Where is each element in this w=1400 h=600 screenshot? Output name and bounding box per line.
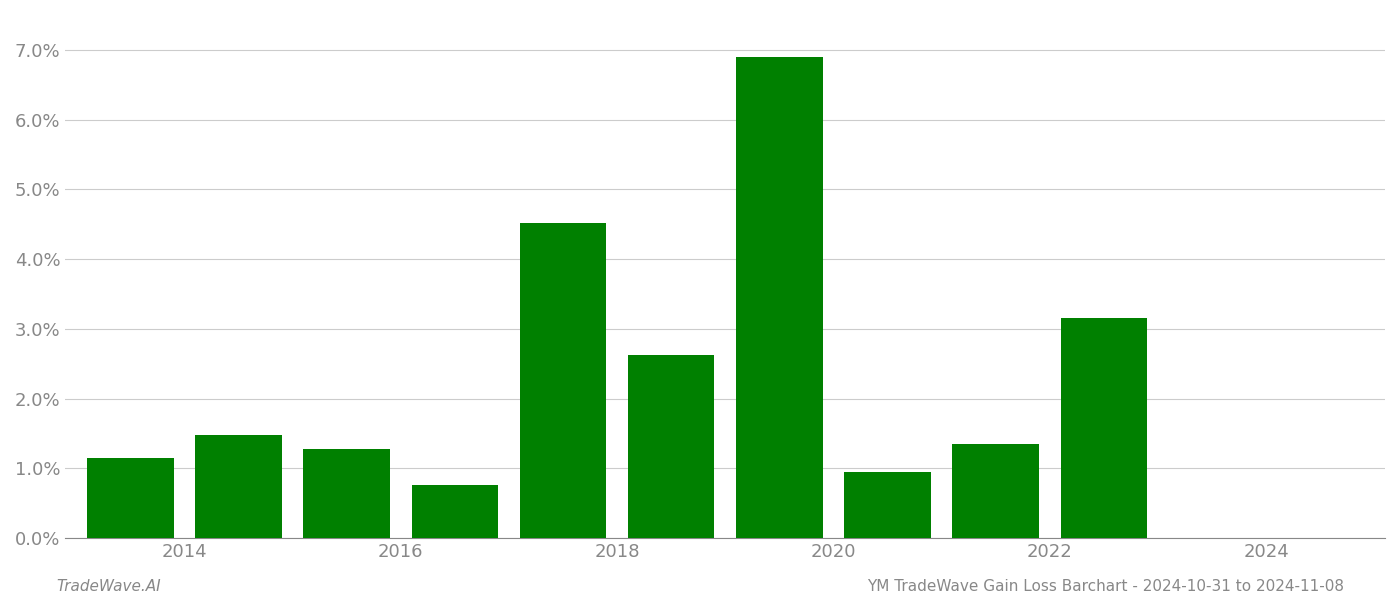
Bar [629, 355, 714, 538]
Bar [519, 223, 606, 538]
Text: TradeWave.AI: TradeWave.AI [56, 579, 161, 594]
Bar [195, 435, 281, 538]
Bar [1061, 318, 1147, 538]
Text: YM TradeWave Gain Loss Barchart - 2024-10-31 to 2024-11-08: YM TradeWave Gain Loss Barchart - 2024-1… [867, 579, 1344, 594]
Bar [87, 458, 174, 538]
Bar [412, 485, 498, 538]
Bar [736, 56, 823, 538]
Bar [844, 472, 931, 538]
Bar [952, 443, 1039, 538]
Bar [304, 449, 391, 538]
